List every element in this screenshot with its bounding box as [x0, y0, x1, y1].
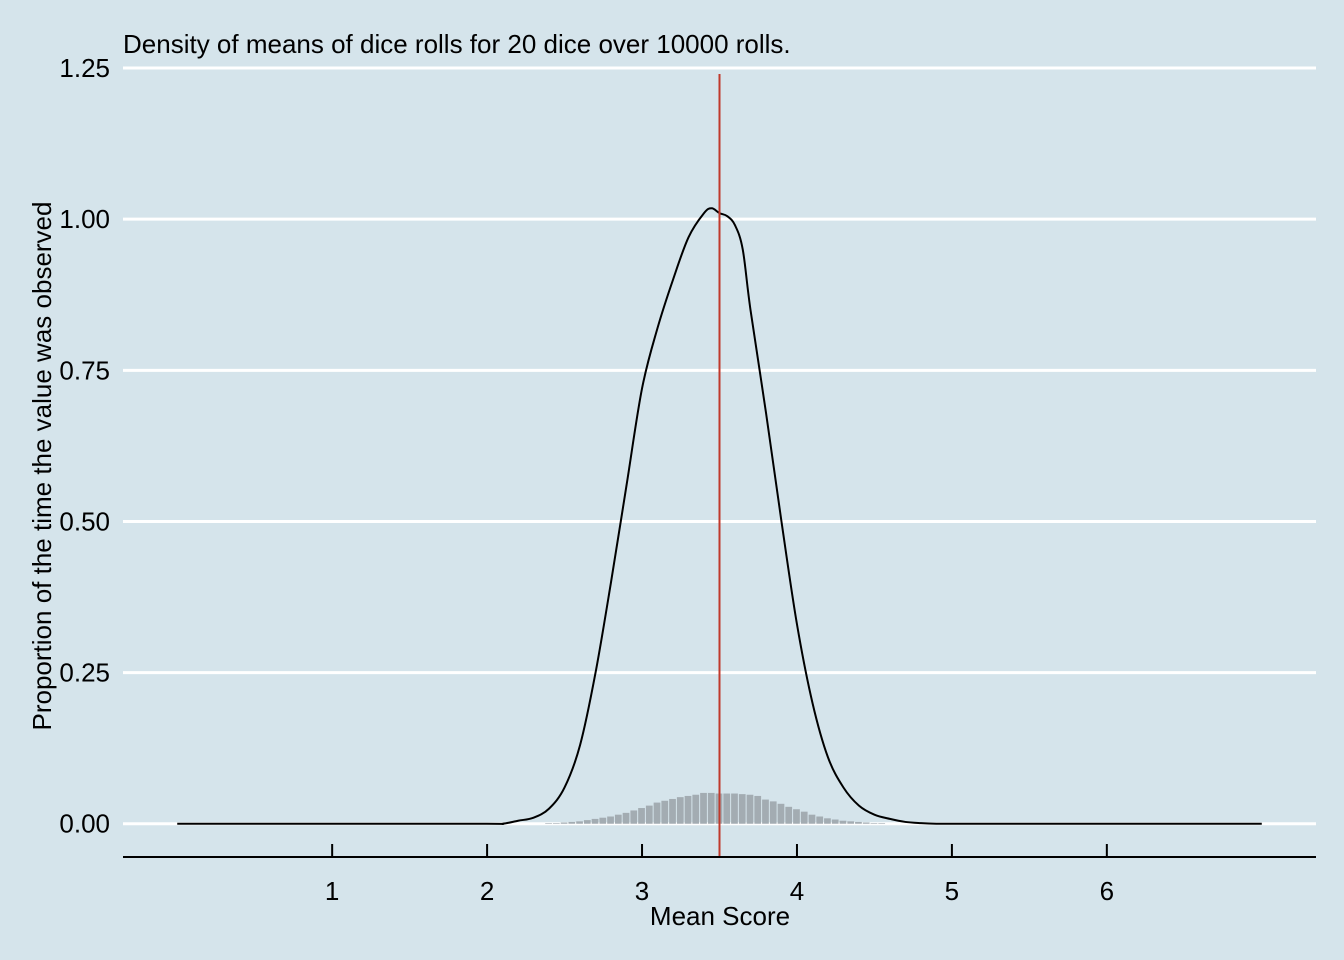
- x-tick-label: 6: [1100, 876, 1114, 906]
- histogram-bar: [607, 816, 614, 824]
- x-axis: 1 2 3 4 5 6: [123, 844, 1316, 906]
- y-axis-tick-labels: 0.00 0.25 0.50 0.75 1.00 1.25: [59, 53, 110, 839]
- histogram-bar: [731, 793, 738, 824]
- histogram-bar: [824, 818, 831, 824]
- histogram-bar: [847, 821, 855, 824]
- histogram-bar: [831, 819, 839, 824]
- y-tick-label: 0.00: [59, 809, 110, 839]
- y-tick-label: 1.00: [59, 204, 110, 234]
- histogram-bar: [692, 794, 700, 824]
- histogram-bar: [777, 803, 785, 824]
- x-tick-label: 5: [945, 876, 959, 906]
- x-tick-label: 2: [480, 876, 494, 906]
- histogram-bar: [785, 806, 793, 824]
- histogram-bar: [653, 802, 661, 824]
- histogram-bar: [870, 823, 878, 824]
- histogram-bar: [746, 794, 754, 824]
- histogram-bar: [855, 821, 862, 824]
- histogram-bar: [669, 798, 676, 824]
- density-line: [177, 207, 1262, 825]
- histogram-bar: [754, 795, 762, 824]
- x-tick-label: 3: [635, 876, 649, 906]
- histogram-bar: [614, 814, 622, 824]
- histogram-bar: [878, 823, 886, 824]
- histogram-bar: [700, 792, 707, 824]
- histogram-bar: [808, 814, 816, 824]
- y-tick-label: 0.50: [59, 506, 110, 536]
- histogram-bar: [862, 822, 870, 824]
- y-tick-label: 0.25: [59, 658, 110, 688]
- histogram-bar: [583, 820, 591, 824]
- histogram-bar: [622, 812, 630, 824]
- histogram-bar: [769, 801, 777, 824]
- histogram-bar: [545, 823, 552, 824]
- histogram-bar: [800, 811, 808, 824]
- x-tick-label: 4: [790, 876, 804, 906]
- histogram-bar: [560, 822, 568, 824]
- histogram-bar: [793, 809, 800, 824]
- y-axis-title: Proportion of the time the value was obs…: [27, 202, 57, 731]
- histogram-bar: [839, 820, 847, 824]
- histogram-bar: [645, 805, 653, 824]
- histogram-bar: [661, 800, 669, 824]
- x-tick-label: 1: [325, 876, 339, 906]
- histogram-bar: [816, 816, 824, 824]
- chart-title: Density of means of dice rolls for 20 di…: [123, 29, 791, 59]
- y-tick-label: 1.25: [59, 53, 110, 83]
- histogram-bar: [738, 794, 746, 824]
- histogram-bar: [723, 793, 731, 824]
- histogram-bar: [568, 821, 576, 824]
- y-tick-label: 0.75: [59, 355, 110, 385]
- histogram-bar: [684, 795, 692, 824]
- histogram-bar: [552, 823, 560, 824]
- histogram-bar: [676, 797, 684, 824]
- histogram-bar: [599, 817, 607, 824]
- histogram-bar: [707, 792, 715, 824]
- histogram-bar: [591, 818, 599, 824]
- x-axis-title: Mean Score: [650, 901, 790, 931]
- histogram-bar: [638, 808, 645, 824]
- histogram-bar: [762, 799, 769, 824]
- histogram-bar: [576, 821, 583, 824]
- density-curve: [177, 207, 1262, 825]
- histogram-bar: [630, 810, 638, 824]
